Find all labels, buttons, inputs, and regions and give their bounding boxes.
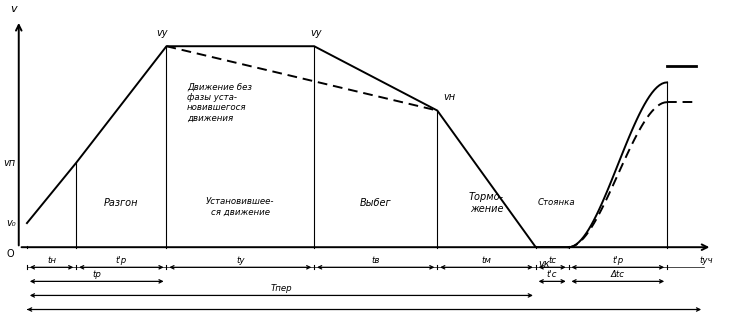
Text: tв: tв — [372, 256, 380, 265]
Text: t'р: t'р — [116, 256, 127, 265]
Text: Тормо-
жение: Тормо- жение — [469, 192, 504, 214]
Text: tс: tс — [548, 256, 556, 265]
Text: vп: vп — [4, 158, 15, 168]
Text: t'р: t'р — [612, 256, 623, 265]
Text: tн: tн — [47, 256, 56, 265]
Text: v₀: v₀ — [6, 218, 15, 228]
Text: Установившее-
ся движение: Установившее- ся движение — [206, 197, 274, 217]
Text: Выбег: Выбег — [360, 198, 391, 208]
Text: Δtс: Δtс — [611, 270, 625, 279]
Text: vн: vн — [443, 93, 455, 103]
Text: tр: tр — [92, 270, 101, 279]
Text: vу: vу — [310, 28, 322, 38]
Text: Стоянка: Стоянка — [537, 198, 575, 207]
Text: Разгон: Разгон — [104, 198, 139, 208]
Text: tуч: tуч — [700, 256, 713, 265]
Text: vу: vу — [157, 28, 168, 38]
Text: v: v — [10, 4, 17, 14]
Text: Тпер: Тпер — [271, 284, 292, 293]
Text: Движение без
фазы уста-
новившегося
движения: Движение без фазы уста- новившегося движ… — [187, 82, 252, 123]
Text: tм: tм — [482, 256, 491, 265]
Text: O: O — [6, 249, 14, 259]
Text: tу: tу — [236, 256, 245, 265]
Text: t'с: t'с — [547, 270, 558, 279]
Text: vк: vк — [538, 259, 550, 269]
